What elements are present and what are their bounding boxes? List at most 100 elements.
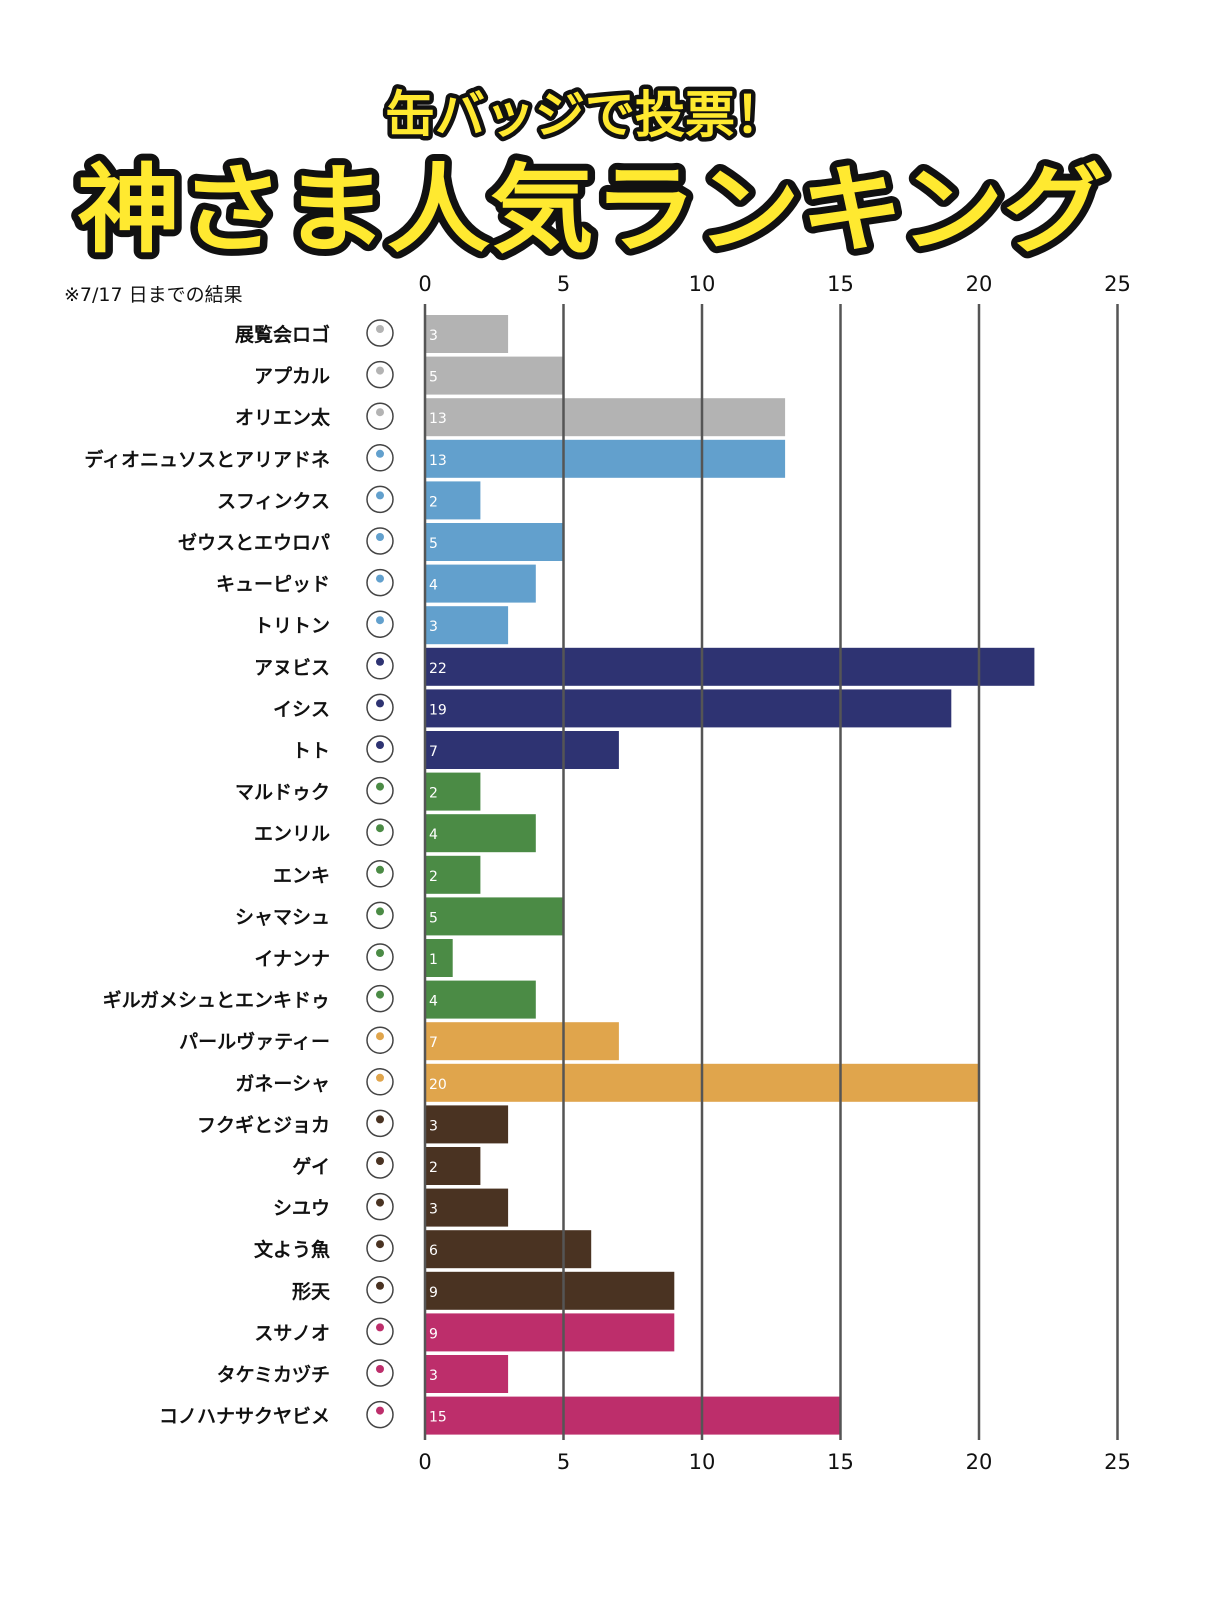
illustration-detail [376,1365,384,1373]
bottom-tick-label: 15 [827,1450,854,1474]
deity-illustration-icon [366,1068,394,1096]
bottom-tick-label: 20 [966,1450,993,1474]
illustration-outline [366,1068,394,1096]
deity-illustration-icon [366,1234,394,1262]
results-note: ※7/17 日までの結果 [64,284,243,306]
bar-value-label: 3 [429,1368,438,1384]
bar-value-label: 2 [429,786,438,802]
bar [425,398,786,437]
illustration-outline [366,693,394,722]
illustration-outline [366,485,394,514]
bar [425,439,786,478]
deity-illustration-icon [366,527,394,555]
category-label: シユウ [273,1198,330,1220]
subtitle: 缶バッジで投票！ [385,86,785,144]
bar [425,1230,592,1269]
top-tick-label: 0 [418,272,431,296]
bar-value-label: 3 [429,619,438,635]
bar-value-label: 6 [429,1243,438,1259]
top-tick-label: 15 [827,272,854,296]
category-label: オリエン太 [235,406,331,429]
bar [425,647,1035,686]
illustration-detail [376,782,384,791]
bar [425,731,619,769]
illustration-detail [376,865,384,874]
bar [425,1022,619,1061]
illustration-detail [376,699,384,708]
bar [425,356,564,395]
bar-value-label: 9 [429,1326,438,1342]
category-label: ディオニュソスとアリアドネ [84,448,330,471]
illustration-outline [366,1234,394,1262]
category-label: トト [292,740,330,762]
bar [425,315,509,353]
title-banner: 缶バッジで投票！ 缶バッジで投票！ 神さま人気ランキング 神さま人気ランキング [0,0,1207,271]
illustration-outline [366,1317,394,1346]
illustration-detail [376,408,384,417]
bar-value-label: 13 [429,453,447,469]
bar [425,1355,509,1393]
bar [425,689,952,728]
illustration-detail [376,1198,384,1207]
bar-value-label: 3 [429,328,438,344]
category-label: アプカル [254,365,330,388]
illustration-outline [366,1026,394,1054]
category-label: イナンナ [254,948,330,970]
illustration-outline [366,860,394,888]
bar-value-label: 2 [429,869,438,885]
bar [425,980,536,1019]
illustration-detail [376,1323,384,1332]
category-label: スサノオ [254,1322,330,1344]
bar [425,772,481,811]
deity-illustration-icon [366,984,394,1013]
illustration-outline [366,943,394,971]
bar [425,564,536,603]
bottom-tick-label: 0 [418,1450,431,1474]
bar-value-label: 9 [429,1285,438,1301]
title-svg: 缶バッジで投票！ 缶バッジで投票！ 神さま人気ランキング 神さま人気ランキング [70,82,1114,271]
page-title-outline: 神さま人気ランキング [77,154,1107,266]
bar [425,481,481,520]
deity-illustration-icon [366,818,394,846]
illustration-outline [366,360,394,389]
deity-illustration-icon [366,1192,394,1221]
category-label: ゲイ [292,1156,330,1178]
category-label: エンリル [254,823,330,845]
bar-value-label: 5 [429,536,438,552]
bar-value-label: 7 [429,744,438,760]
illustration-detail [376,616,384,625]
bar-value-label: 2 [429,1160,438,1176]
illustration-outline [366,1192,394,1221]
deity-illustration-icon [366,444,394,472]
illustration-detail [376,1240,384,1249]
bar-value-label: 5 [429,370,438,386]
illustration-detail [376,741,384,749]
bar [425,1396,841,1435]
illustration-detail [376,491,384,500]
illustration-detail [376,657,384,666]
deity-illustration-icon [366,402,394,430]
category-label: フクギとジョカ [197,1114,330,1136]
deity-illustration-icon [366,1317,394,1346]
bar [425,606,509,645]
category-label: マルドゥク [235,782,330,804]
category-label: タケミカヅチ [217,1364,330,1386]
deity-illustration-icon [366,360,394,389]
bar [425,1188,509,1227]
deity-illustration-icon [366,693,394,722]
deity-illustration-icon [366,1109,394,1138]
bar-value-label: 3 [429,1118,438,1134]
illustration-detail [376,907,384,916]
illustration-outline [366,776,394,805]
top-tick-label: 25 [1104,272,1131,296]
bar-value-label: 19 [429,702,447,718]
category-label: パールヴァティー [179,1030,330,1053]
bar-value-label: 15 [429,1410,447,1426]
illustration-detail [376,449,384,458]
bar-value-label: 13 [429,411,447,427]
category-label: キューピッド [216,574,330,596]
deity-illustration-icon [366,568,394,597]
category-label: イシス [273,698,330,720]
bar [425,1271,675,1310]
illustration-detail [376,824,384,833]
